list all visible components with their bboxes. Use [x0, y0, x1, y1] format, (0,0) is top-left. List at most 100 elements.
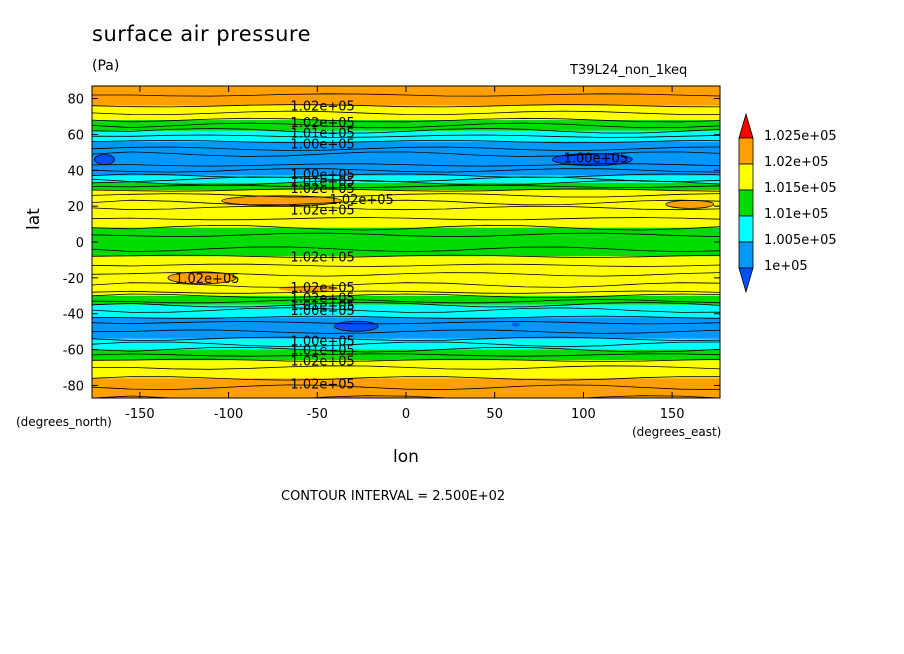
contour-line — [92, 122, 720, 129]
contour-line — [92, 298, 720, 304]
x-tick-label: -150 — [125, 407, 155, 422]
contour-label: 1.02e+05 — [290, 116, 354, 131]
colorbar-label: 1.005e+05 — [764, 233, 837, 248]
x-tick-label: -100 — [214, 407, 244, 422]
contour-line — [92, 127, 720, 134]
contour-band — [92, 349, 720, 361]
contour-line — [167, 271, 237, 285]
y-tick-label: 40 — [67, 164, 84, 179]
y-tick-label: 60 — [67, 128, 84, 143]
contour-label: 1.02e+05 — [175, 272, 239, 287]
dataset-label: T39L24_non_1keq — [570, 63, 688, 78]
contour-band — [92, 120, 720, 131]
contour-blob — [94, 154, 115, 165]
colorbar-swatch — [738, 137, 754, 165]
contour-line — [92, 336, 720, 342]
contour-line — [92, 110, 720, 116]
contour-line — [92, 307, 720, 313]
contour-line — [92, 254, 720, 258]
contour-label: 1.01e+05 — [290, 299, 354, 314]
y-tick-label: -80 — [63, 379, 84, 394]
y-tick-label: 80 — [67, 93, 84, 108]
contour-label: 1.02e+05 — [290, 182, 354, 197]
contour-label: 1.02e+05 — [290, 100, 354, 115]
contour-line — [92, 365, 720, 370]
contour-line — [92, 232, 720, 238]
y-tick-label: 0 — [76, 236, 84, 251]
contour-line — [92, 184, 720, 189]
contour-line — [92, 104, 720, 108]
y-tick-label: -40 — [63, 308, 84, 323]
contour-line — [92, 290, 720, 294]
contour-line — [92, 151, 720, 157]
contour-line — [92, 315, 720, 319]
y-units-label: (degrees_north) — [16, 415, 112, 429]
contour-label: 1.02e+05 — [290, 281, 354, 296]
colorbar-top-arrow — [738, 112, 754, 139]
contour-label: 1.01e+05 — [290, 175, 354, 190]
y-axis-label: lat — [24, 208, 44, 230]
contour-label: 1.02e+05 — [290, 250, 354, 265]
contour-line — [92, 376, 720, 381]
contour-band — [92, 378, 720, 398]
contour-line — [92, 168, 720, 173]
colorbar-label: 1.01e+05 — [764, 207, 829, 222]
contour-label: 1.00e+05 — [290, 335, 354, 350]
colorbar-label: 1.015e+05 — [764, 181, 837, 196]
y-tick-label: -60 — [63, 344, 84, 359]
contour-blob — [167, 271, 236, 284]
colorbar-bottom-arrow — [738, 267, 754, 294]
contour-band — [92, 360, 720, 379]
contour-line — [92, 139, 720, 144]
contour-label: 1.02e+05 — [290, 204, 354, 219]
x-tick-label: -50 — [307, 407, 328, 422]
contour-label: 1.02e+05 — [290, 292, 354, 307]
contour-line — [665, 199, 715, 209]
contour-line — [92, 117, 720, 123]
contour-line — [92, 246, 720, 253]
contour-label: 1.02e+05 — [290, 354, 354, 369]
contour-interval-label: CONTOUR INTERVAL = 2.500E+02 — [281, 489, 506, 504]
contour-blob — [511, 322, 520, 327]
contour-label: 1.00e+05 — [290, 168, 354, 183]
colorbar-swatch — [738, 189, 754, 217]
contour-line — [92, 263, 720, 267]
contour-band — [92, 175, 720, 183]
chart-title: surface air pressure — [92, 22, 312, 46]
contour-line — [92, 384, 720, 391]
x-units-label: (degrees_east) — [632, 425, 722, 439]
contour-line — [333, 320, 379, 332]
colorbar-swatch — [738, 241, 754, 269]
contour-line — [92, 199, 720, 206]
contour-line — [92, 329, 720, 334]
contour-band — [92, 86, 720, 106]
contour-line — [92, 301, 720, 308]
contour-label: 1.00e+05 — [290, 304, 354, 319]
contour-band — [92, 304, 720, 318]
contour-line — [92, 188, 720, 192]
contour-line — [92, 358, 720, 362]
colorbar-label: 1.025e+05 — [764, 129, 837, 144]
contour-band — [92, 227, 720, 257]
contour-blob — [665, 200, 714, 209]
x-axis-label: lon — [393, 447, 419, 467]
colorbar-label: 1e+05 — [764, 259, 808, 274]
y-tick-label: -20 — [63, 272, 84, 287]
contour-line — [92, 146, 720, 151]
contour-line — [92, 224, 720, 231]
x-tick-label: 0 — [402, 407, 410, 422]
x-tick-label: 150 — [660, 407, 685, 422]
contour-line — [92, 163, 720, 167]
contour-line — [92, 176, 720, 183]
contour-line — [92, 321, 720, 325]
colorbar — [738, 112, 754, 294]
axis-ticks: -150 -100 -50 0 50 100 150 80 60 40 20 0 -20 -40 -60 -8… — [63, 86, 720, 422]
contour-line — [92, 217, 720, 221]
contour-line — [92, 205, 720, 211]
contour-label: 1.01e+05 — [290, 127, 354, 142]
contour-band — [92, 317, 720, 339]
contour-label: 1.01e+05 — [290, 344, 354, 359]
contour-line — [92, 341, 720, 348]
colorbar-swatch — [738, 163, 754, 191]
contour-line — [92, 93, 720, 97]
